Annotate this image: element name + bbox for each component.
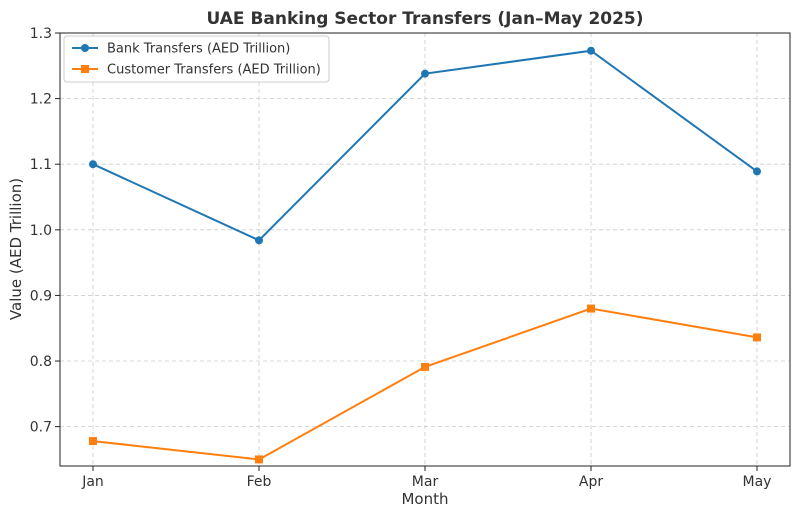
data-point <box>255 455 263 464</box>
legend-marker <box>81 44 89 52</box>
x-tick-label: Mar <box>412 474 439 490</box>
y-tick-label: 0.9 <box>30 288 52 304</box>
series-layer <box>89 46 761 464</box>
legend-box <box>63 35 330 83</box>
data-point <box>587 46 595 55</box>
x-tick-label: May <box>743 474 772 490</box>
x-axis-label: Month <box>401 490 448 508</box>
data-point <box>89 437 97 446</box>
y-tick-label: 1.0 <box>30 223 52 239</box>
series-1 <box>89 304 761 464</box>
y-tick-label: 1.1 <box>30 157 52 173</box>
data-point <box>255 236 263 245</box>
y-tick-label: 1.3 <box>30 26 52 42</box>
x-tick-label: Apr <box>579 474 603 490</box>
data-point <box>587 304 595 313</box>
legend-marker <box>81 65 89 73</box>
y-tick-label: 1.2 <box>30 92 52 108</box>
data-point <box>753 333 761 342</box>
x-axis-ticks: Jan Feb Mar Apr May <box>81 466 771 490</box>
grid-lines <box>60 32 790 466</box>
data-point <box>421 69 429 78</box>
x-tick-label: Feb <box>247 474 272 490</box>
legend-item: Bank Transfers (AED Trillion) <box>72 42 290 57</box>
y-tick-label: 0.8 <box>30 354 52 370</box>
series-0 <box>89 46 761 245</box>
legend-label: Customer Transfers (AED Trillion) <box>107 63 321 78</box>
x-tick-label: Jan <box>81 474 104 490</box>
legend: Bank Transfers (AED Trillion) Customer Tr… <box>63 35 330 83</box>
data-point <box>421 362 429 371</box>
y-axis-label: Value (AED Trillion) <box>7 178 25 320</box>
legend-item: Customer Transfers (AED Trillion) <box>72 63 321 78</box>
y-axis-ticks: 0.7 0.8 0.9 1.0 1.1 1.2 1.3 <box>30 26 60 436</box>
data-point <box>89 160 97 169</box>
y-tick-label: 0.7 <box>30 420 52 436</box>
legend-label: Bank Transfers (AED Trillion) <box>107 42 290 57</box>
chart-title: UAE Banking Sector Transfers (Jan–May 20… <box>206 9 643 29</box>
data-point <box>753 167 761 176</box>
